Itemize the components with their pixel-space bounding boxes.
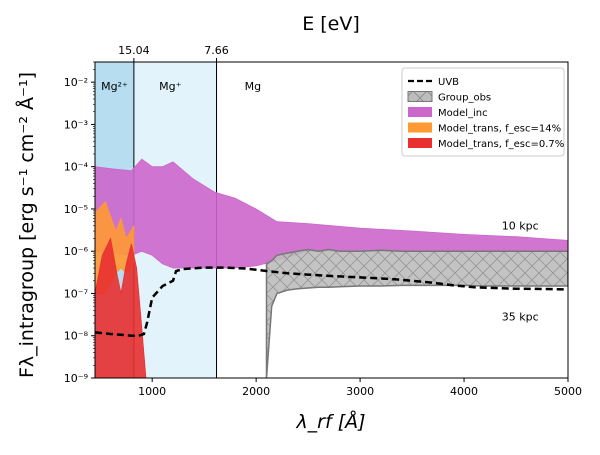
region-label-0: Mg²⁺ bbox=[101, 80, 128, 93]
plot-frame bbox=[94, 61, 569, 379]
uvb-line-layer: 10 kpc 35 kpc bbox=[95, 219, 568, 337]
y-axis-title: Fλ_intragroup [erg s⁻¹ cm⁻² Å⁻¹] bbox=[15, 72, 38, 378]
x-tick-label-4: 5000 bbox=[554, 385, 582, 398]
series-band-2 bbox=[95, 158, 568, 269]
legend-swatch-3 bbox=[408, 122, 432, 133]
top-axis-title: E [eV] bbox=[302, 13, 360, 35]
y-tick-label-1: 10⁻⁸ bbox=[64, 330, 89, 343]
legend-swatch-1 bbox=[407, 91, 433, 102]
legend-swatch-2 bbox=[408, 107, 432, 117]
series-line-uvb bbox=[95, 266, 568, 337]
legend-label-3: Model_trans, f_esc=14% bbox=[438, 124, 561, 135]
legend-label-0: UVB bbox=[438, 77, 459, 88]
legend-label-2: Model_inc bbox=[438, 108, 488, 119]
x-tick-label-3: 4000 bbox=[450, 385, 478, 398]
region-label-2: Mg bbox=[245, 80, 261, 93]
legend-label-1: Group_obs bbox=[438, 93, 491, 104]
y-tick-label-0: 10⁻⁹ bbox=[64, 372, 88, 385]
y-tick-label-2: 10⁻⁷ bbox=[64, 287, 88, 300]
top-tick-label-1: 7.66 bbox=[204, 44, 229, 57]
y-tick-label-6: 10⁻³ bbox=[64, 118, 88, 131]
model-bands bbox=[95, 158, 568, 378]
series-band-1 bbox=[265, 248, 568, 378]
legend-label-4: Model_trans, f_esc=0.7% bbox=[438, 139, 564, 150]
x-tick-label-0: 1000 bbox=[138, 385, 166, 398]
region-label-1: Mg⁺ bbox=[159, 80, 181, 93]
legend-box bbox=[401, 67, 565, 157]
annotation-1: 35 kpc bbox=[502, 310, 539, 323]
y-tick-label-4: 10⁻⁵ bbox=[64, 203, 88, 216]
legend: UVB Group_obs Model_inc Model_trans, f_esc=… bbox=[401, 67, 565, 157]
y-tick-label-3: 10⁻⁶ bbox=[64, 245, 89, 258]
top-tick-label-0: 15.04 bbox=[118, 44, 150, 57]
x-tick-label-2: 3000 bbox=[346, 385, 374, 398]
series-band-4 bbox=[95, 237, 147, 378]
x-tick-label-1: 2000 bbox=[242, 385, 270, 398]
legend-swatch-4 bbox=[408, 138, 432, 148]
y-tick-label-5: 10⁻⁴ bbox=[64, 161, 89, 174]
y-tick-label-7: 10⁻² bbox=[64, 76, 88, 89]
annotation-0: 10 kpc bbox=[502, 219, 539, 232]
axes: 1000 2000 3000 4000 5000 10⁻⁹ 10⁻⁸ 10⁻⁷ 10⁻⁶ 10⁻⁵… bbox=[64, 44, 582, 398]
x-axis-title: λ_rf [Å] bbox=[295, 410, 365, 433]
